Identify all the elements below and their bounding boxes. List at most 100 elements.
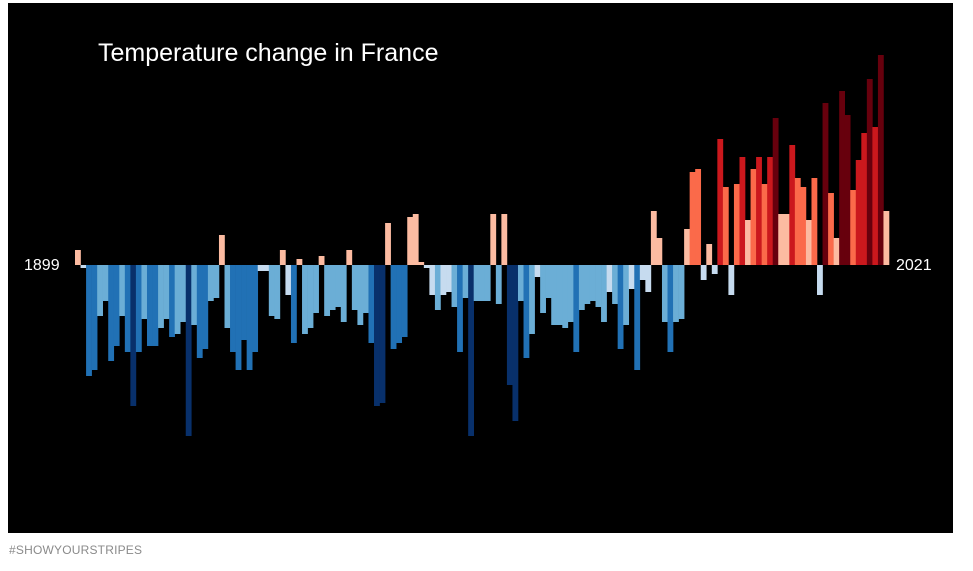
bar-1924 [213, 265, 220, 298]
bar-1950 [357, 265, 364, 325]
bar-2042 [866, 79, 873, 265]
bar-2012 [700, 265, 707, 280]
bar-1970 [468, 265, 474, 436]
bar-1901 [86, 265, 92, 376]
bar-2011 [695, 169, 702, 265]
bar-1905 [108, 265, 115, 361]
bar-1960 [412, 214, 419, 265]
bar-1910 [135, 265, 142, 352]
bar-1980 [523, 265, 530, 358]
bar-1954 [379, 265, 386, 403]
bar-2007 [673, 265, 679, 322]
bar-1973 [484, 265, 491, 301]
bar-1928 [235, 265, 242, 370]
bar-2045 [883, 211, 890, 265]
bar-1926 [224, 265, 231, 328]
bar-2025 [772, 118, 779, 265]
bar-1952 [368, 265, 375, 343]
bar-1987 [562, 265, 569, 328]
bar-1931 [252, 265, 259, 352]
bar-2019 [739, 157, 746, 265]
bar-1988 [567, 265, 574, 322]
bar-1899 [75, 250, 81, 265]
bar-1957 [396, 265, 403, 343]
bar-1949 [351, 265, 358, 310]
bar-1965 [440, 265, 447, 295]
bar-2039 [850, 190, 857, 265]
bar-2037 [839, 91, 845, 265]
bar-2032 [811, 178, 818, 265]
bar-2008 [678, 265, 685, 319]
bar-1976 [501, 214, 508, 265]
bar-1993 [595, 265, 602, 307]
bar-1913 [152, 265, 159, 346]
bar-1927 [230, 265, 236, 352]
bar-1964 [434, 265, 441, 310]
bar-2020 [745, 220, 751, 265]
bar-1947 [340, 265, 347, 322]
bar-1981 [529, 265, 535, 334]
bar-2038 [844, 115, 851, 265]
bar-1930 [246, 265, 253, 370]
bar-1994 [601, 265, 607, 322]
bar-1912 [146, 265, 153, 346]
start-year-label: 1899 [24, 257, 60, 274]
bar-1963 [429, 265, 436, 295]
bar-1916 [169, 265, 175, 337]
bar-2018 [733, 184, 740, 265]
bar-1966 [446, 265, 452, 292]
bar-2022 [756, 157, 762, 265]
bar-1919 [185, 265, 192, 436]
bar-1975 [495, 265, 502, 304]
bar-2021 [750, 169, 757, 265]
chart-panel: Temperature change in France 1899 2021 [8, 3, 953, 533]
bar-1999 [628, 265, 635, 289]
bar-1972 [479, 265, 486, 301]
bar-2002 [645, 265, 652, 292]
bar-1932 [257, 265, 264, 271]
bar-1985 [551, 265, 558, 325]
bar-1948 [346, 250, 353, 265]
bar-1911 [141, 265, 148, 319]
bar-1943 [318, 256, 325, 265]
bar-1961 [418, 262, 425, 265]
bar-2009 [684, 229, 690, 265]
bar-2041 [861, 133, 868, 265]
bar-1937 [285, 265, 292, 295]
bar-2017 [728, 265, 735, 295]
bar-1968 [457, 265, 463, 352]
bar-1989 [573, 265, 580, 352]
bar-1953 [374, 265, 380, 406]
bar-1908 [124, 265, 131, 352]
bar-1940 [302, 265, 308, 334]
bar-2023 [761, 184, 768, 265]
bar-2004 [656, 238, 663, 265]
bar-2040 [855, 160, 862, 265]
bar-1997 [617, 265, 624, 349]
bar-1904 [102, 265, 109, 301]
bar-1915 [163, 265, 170, 319]
bar-2003 [650, 211, 657, 265]
bar-1922 [202, 265, 209, 349]
caption-hashtag: #SHOWYOURSTRIPES [9, 543, 143, 557]
bar-1991 [584, 265, 591, 304]
bar-1983 [540, 265, 546, 313]
bar-1906 [113, 265, 120, 346]
bar-2013 [706, 244, 713, 265]
bar-2005 [661, 265, 668, 322]
bar-1951 [362, 265, 369, 313]
bar-1923 [207, 265, 214, 301]
bar-1974 [490, 214, 497, 265]
bar-1971 [473, 265, 480, 301]
bar-1929 [241, 265, 247, 340]
bar-1909 [130, 265, 137, 406]
bar-2015 [717, 139, 724, 265]
bar-1944 [324, 265, 331, 316]
bar-1903 [97, 265, 103, 316]
bar-1921 [196, 265, 203, 358]
bar-1992 [589, 265, 596, 301]
bar-1917 [174, 265, 181, 334]
bar-2000 [634, 265, 641, 370]
bar-1946 [335, 265, 342, 307]
bar-2033 [817, 265, 823, 295]
